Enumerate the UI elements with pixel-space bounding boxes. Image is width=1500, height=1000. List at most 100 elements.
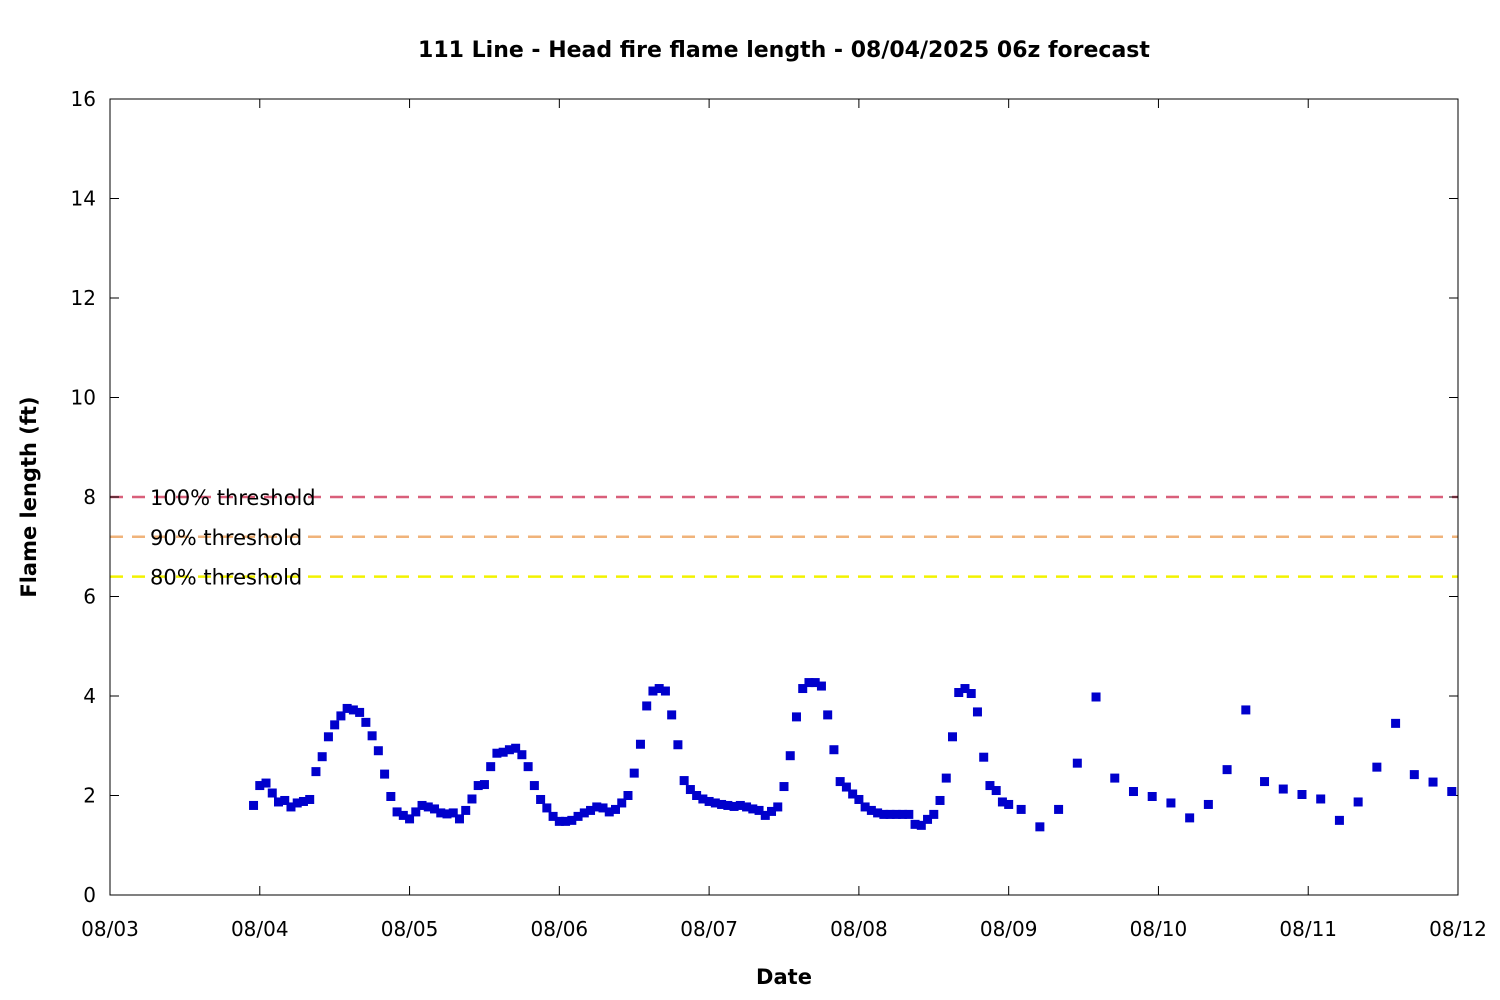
- data-point: [941, 773, 951, 783]
- data-point: [723, 800, 733, 810]
- data-point: [1447, 787, 1457, 797]
- plot-frame: [109, 98, 1459, 896]
- data-point: [255, 781, 265, 791]
- data-point: [885, 809, 895, 819]
- data-point: [742, 802, 752, 812]
- data-point: [548, 811, 558, 821]
- data-point: [1278, 784, 1288, 794]
- data-point: [1222, 765, 1232, 775]
- data-point: [1316, 794, 1326, 804]
- x-tick-label: 08/11: [1279, 917, 1337, 941]
- data-point: [966, 689, 976, 699]
- data-point: [898, 809, 908, 819]
- data-point: [348, 705, 358, 715]
- x-tick-label: 08/12: [1429, 917, 1487, 941]
- data-point: [629, 768, 639, 778]
- data-point: [292, 798, 302, 808]
- data-point: [380, 769, 390, 779]
- data-point: [442, 809, 452, 819]
- data-point: [935, 795, 945, 805]
- data-point: [617, 798, 627, 808]
- y-tick-label: 8: [83, 485, 96, 509]
- data-point: [286, 802, 296, 812]
- data-point: [1128, 787, 1138, 797]
- data-point: [685, 785, 695, 795]
- y-tick-label: 14: [71, 187, 96, 211]
- data-point: [554, 816, 564, 826]
- data-point: [673, 740, 683, 750]
- data-point: [910, 819, 920, 829]
- data-point: [417, 800, 427, 810]
- x-tick-label: 08/03: [81, 917, 139, 941]
- x-axis-label: Date: [756, 965, 812, 989]
- data-point: [916, 820, 926, 830]
- data-point: [623, 791, 633, 800]
- y-tick-label: 2: [83, 784, 96, 808]
- data-point: [754, 805, 764, 815]
- threshold-label: 80% threshold: [150, 566, 302, 590]
- data-point: [985, 781, 995, 791]
- data-point: [835, 777, 845, 787]
- data-point: [523, 762, 533, 772]
- data-point: [504, 745, 514, 755]
- data-point: [604, 807, 614, 817]
- data-point: [511, 743, 521, 753]
- data-point: [392, 807, 402, 817]
- data-point: [305, 794, 315, 804]
- threshold-label: 90% threshold: [150, 526, 302, 550]
- data-point: [854, 794, 864, 804]
- data-point: [991, 786, 1001, 796]
- data-point: [879, 809, 889, 819]
- data-point: [479, 780, 489, 790]
- data-point: [748, 804, 758, 814]
- data-point: [1334, 815, 1344, 825]
- data-point: [261, 778, 271, 788]
- data-point: [311, 767, 321, 777]
- y-tick-label: 6: [83, 585, 96, 609]
- data-point: [948, 732, 957, 742]
- data-point: [704, 796, 714, 806]
- data-point: [1091, 692, 1101, 702]
- data-point: [798, 684, 808, 694]
- data-point: [785, 751, 795, 761]
- data-point: [816, 681, 826, 691]
- chart-title: 111 Line - Head fire flame length - 08/0…: [418, 38, 1150, 63]
- data-point: [1241, 705, 1251, 715]
- data-point: [679, 776, 689, 786]
- data-point: [517, 750, 527, 760]
- data-point: [448, 808, 458, 818]
- axis-ticks: 0 2 4 6 8 10 12 14 16 08/03 08/04 08/05 08/06 08/07 08…: [71, 87, 1487, 941]
- data-point: [367, 731, 377, 741]
- data-point: [423, 802, 433, 812]
- data-point: [848, 789, 858, 799]
- data-point: [866, 805, 876, 815]
- data-point: [717, 799, 727, 809]
- data-point: [598, 803, 608, 813]
- data-point: [592, 802, 602, 812]
- data-point: [667, 710, 677, 720]
- data-point: [567, 815, 577, 825]
- data-point: [1072, 758, 1082, 768]
- x-tick-label: 08/10: [1130, 917, 1188, 941]
- data-point: [342, 703, 352, 713]
- data-point: [1391, 718, 1401, 728]
- y-tick-label: 0: [83, 883, 96, 907]
- data-point: [498, 747, 508, 757]
- data-point: [1166, 798, 1176, 808]
- x-tick-label: 08/06: [531, 917, 589, 941]
- data-point: [336, 711, 346, 721]
- data-point: [1054, 804, 1064, 814]
- data-point: [960, 684, 970, 694]
- data-point: [373, 746, 383, 756]
- data-point: [323, 732, 333, 742]
- data-point: [529, 781, 539, 791]
- data-point: [267, 788, 277, 798]
- data-point: [398, 810, 408, 820]
- data-point: [1185, 813, 1195, 823]
- data-point: [436, 808, 446, 818]
- x-tick-label: 08/07: [680, 917, 738, 941]
- data-point: [586, 805, 596, 815]
- data-point: [635, 739, 645, 749]
- threshold-label: 100% threshold: [150, 486, 316, 510]
